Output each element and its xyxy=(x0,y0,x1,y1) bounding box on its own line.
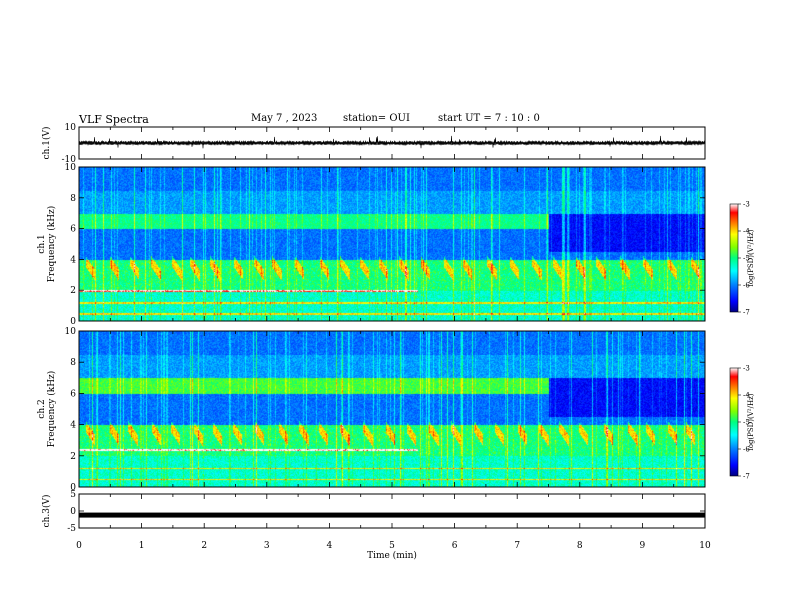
xtick-label: 6 xyxy=(452,541,458,551)
ch1-spectrogram-ytick-label: 8 xyxy=(70,194,76,204)
ch2-spectrogram-ytick-label: 10 xyxy=(65,327,77,337)
station-label: station= OUI xyxy=(343,113,410,124)
xtick-label: 8 xyxy=(577,541,583,551)
ch2-spectrogram-ytick-label: 8 xyxy=(70,358,76,368)
ch2-spectrogram-ytick-label: 0 xyxy=(70,483,76,493)
colorbar-tick-label: -6 xyxy=(743,282,750,290)
ch1-spectrogram-ytick-label: 6 xyxy=(70,225,76,235)
colorbar-tick-label: -4 xyxy=(743,228,750,236)
ch1-waveform-ylabel: ch.1(V) xyxy=(41,127,52,160)
ch2-spectrogram-ylabel: ch.2 xyxy=(37,399,47,418)
xtick-label: 4 xyxy=(327,541,333,551)
ch1-spectrogram-ytick-label: 2 xyxy=(70,286,76,296)
start-time-label: start UT = 7 : 10 : 0 xyxy=(438,113,540,124)
ch2-spectrogram-ytick-label: 6 xyxy=(70,389,76,399)
colorbar-tick-label: -6 xyxy=(743,446,750,454)
chart-title: VLF Spectra xyxy=(79,113,149,126)
xtick-label: 3 xyxy=(264,541,270,551)
xtick-label: 0 xyxy=(76,541,82,551)
ch2-spectrogram-ylabel: Frequency (kHz) xyxy=(46,371,57,448)
colorbar-2 xyxy=(729,367,739,477)
ch1-spectrogram-ylabel: ch.1 xyxy=(37,234,47,253)
ch1-waveform-line xyxy=(78,135,706,149)
ch2-spectrogram-ytick-label: 2 xyxy=(70,452,76,462)
xtick-label: 2 xyxy=(201,541,207,551)
ch3-waveform-ytick-label: 0 xyxy=(70,507,76,517)
xtick-label: 1 xyxy=(139,541,145,551)
ch3-waveform-ytick-label: -5 xyxy=(67,524,76,534)
colorbar-tick-label: -5 xyxy=(743,419,750,427)
colorbar-tick-label: -7 xyxy=(743,473,750,481)
date-label: May 7 , 2023 xyxy=(251,113,318,124)
colorbar-tick-label: -5 xyxy=(743,255,750,263)
ch1-spectrogram-ytick-label: 4 xyxy=(70,255,76,265)
ch1-spectrogram-image xyxy=(79,167,705,321)
ch3-waveform-frame xyxy=(78,493,706,529)
colorbar-tick-label: -3 xyxy=(743,201,750,209)
xtick-label: 7 xyxy=(514,541,520,551)
xtick-label: 5 xyxy=(389,541,395,551)
ch3-waveform-ytick-label: 5 xyxy=(70,490,76,500)
colorbar-tick-label: -4 xyxy=(743,392,750,400)
xtick-label: 9 xyxy=(640,541,646,551)
ch2-spectrogram-image xyxy=(79,331,705,487)
ch2-spectrogram-ytick-label: 4 xyxy=(70,421,76,431)
colorbar-1 xyxy=(729,203,739,313)
xtick-label: 10 xyxy=(699,541,711,551)
colorbar-tick-label: -7 xyxy=(743,309,750,317)
ch3-waveform-ylabel: ch.3(V) xyxy=(41,495,52,528)
colorbar-label: log(PSD)(V²/Hz) xyxy=(747,393,755,450)
ch1-spectrogram-ytick-label: 10 xyxy=(65,163,77,173)
colorbar-label: log(PSD)(V²/Hz) xyxy=(747,229,755,286)
colorbar-tick-label: -3 xyxy=(743,365,750,373)
ch1-waveform-ytick-label: 10 xyxy=(65,123,77,133)
ch1-spectrogram-ytick-label: 0 xyxy=(70,317,76,327)
x-axis-label: Time (min) xyxy=(367,550,417,561)
ch1-spectrogram-ylabel: Frequency (kHz) xyxy=(46,206,57,283)
ch3-waveform-line xyxy=(79,512,705,518)
ch1-waveform-ytick-label: -10 xyxy=(62,155,77,165)
